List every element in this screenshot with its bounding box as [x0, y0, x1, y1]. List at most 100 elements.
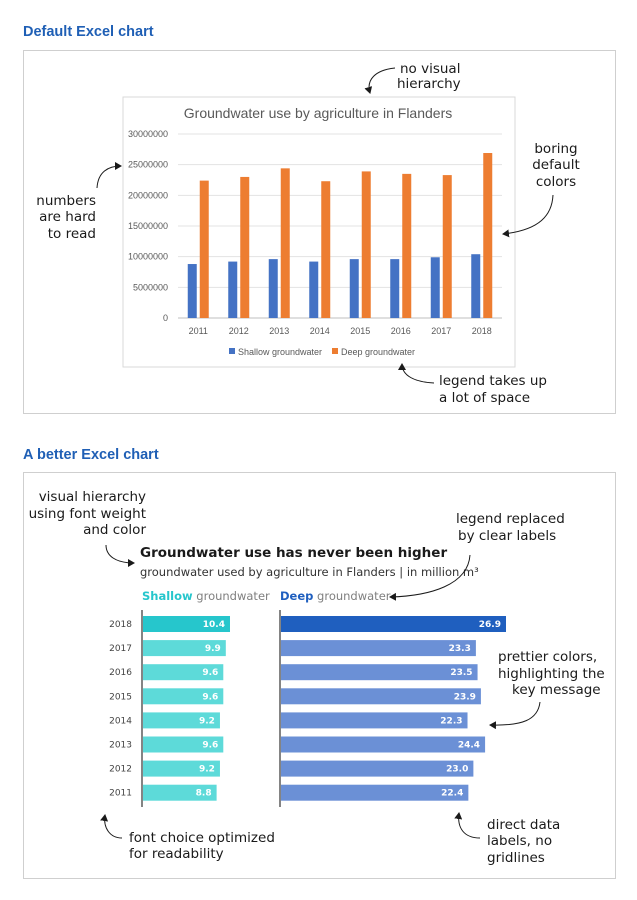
svg-text:no visual: no visual: [400, 61, 460, 77]
excel-bar-deep: [321, 181, 331, 318]
deep-bar: [281, 760, 474, 777]
excel-x-tick-label: 2015: [350, 326, 370, 336]
svg-text:visual hierarchy: visual hierarchy: [39, 489, 146, 505]
year-label: 2017: [109, 644, 132, 654]
excel-bar-deep: [199, 180, 209, 318]
shallow-value-label: 9.2: [199, 716, 215, 726]
excel-y-tick-label: 10000000: [128, 252, 168, 262]
arrow-hierarchy-font: [105, 544, 135, 567]
deep-bar: [281, 688, 481, 705]
arrow-legend-replaced: [389, 554, 471, 601]
excel-chart-title: Groundwater use by agriculture in Flande…: [184, 105, 452, 121]
bottom-section-heading: A better Excel chart: [23, 447, 159, 463]
svg-text:legend takes up: legend takes up: [439, 373, 547, 389]
annotation-hierarchy-font: visual hierarchy using font weight and c…: [29, 489, 147, 538]
annotation-legend-space: legend takes up a lot of space: [439, 373, 547, 406]
deep-value-label: 22.3: [440, 716, 462, 726]
legend-label-shallow: Shallow groundwater: [238, 347, 322, 357]
svg-text:prettier colors,: prettier colors,: [498, 649, 597, 665]
year-label: 2013: [109, 741, 132, 751]
excel-y-tick-label: 5000000: [133, 282, 168, 292]
shallow-bar: [143, 664, 224, 681]
excel-x-tick-label: 2012: [229, 326, 249, 336]
excel-x-tick-label: 2017: [431, 326, 451, 336]
svg-text:a lot of space: a lot of space: [439, 390, 530, 406]
svg-text:labels, no: labels, no: [487, 833, 552, 849]
deep-value-label: 23.0: [446, 765, 468, 775]
deep-bar: [281, 640, 476, 657]
excel-y-tick-label: 15000000: [128, 221, 168, 231]
legend-swatch-deep: [332, 348, 338, 354]
shallow-value-label: 9.9: [205, 644, 221, 654]
arrow-boring-colors: [502, 194, 554, 238]
deep-bar: [281, 664, 478, 681]
shallow-header: Shallow groundwater: [142, 589, 270, 603]
annotation-legend-replaced: legend replaced by clear labels: [456, 511, 565, 544]
svg-text:and color: and color: [83, 522, 146, 538]
svg-text:highlighting the: highlighting the: [498, 666, 605, 682]
annotation-direct-labels: direct data labels, no gridlines: [487, 817, 560, 866]
deep-value-label: 23.9: [454, 692, 476, 702]
shallow-bar: [143, 712, 220, 729]
shallow-bar: [143, 760, 220, 777]
svg-text:are hard: are hard: [39, 209, 96, 225]
arrow-hard-numbers: [96, 162, 122, 189]
annotation-prettier: prettier colors, highlighting the key me…: [498, 649, 605, 698]
svg-text:numbers: numbers: [36, 193, 96, 209]
deep-value-label: 26.9: [479, 620, 501, 630]
year-label: 2014: [109, 716, 132, 726]
shallow-bar: [143, 640, 226, 657]
svg-text:font choice optimized: font choice optimized: [129, 830, 275, 846]
annotation-font-choice: font choice optimized for readability: [129, 830, 275, 862]
better-chart-title: Groundwater use has never been higher: [140, 545, 447, 561]
svg-text:gridlines: gridlines: [487, 850, 545, 866]
excel-x-tick-label: 2016: [391, 326, 411, 336]
svg-text:legend replaced: legend replaced: [456, 511, 565, 527]
excel-bar-shallow: [309, 261, 319, 318]
shallow-value-label: 8.8: [196, 789, 212, 799]
deep-bar: [281, 736, 486, 753]
top-section-heading: Default Excel chart: [23, 24, 154, 40]
svg-text:hierarchy: hierarchy: [397, 76, 461, 92]
excel-y-tick-label: 25000000: [128, 160, 168, 170]
excel-bar-shallow: [390, 259, 400, 318]
excel-bar-shallow: [471, 254, 481, 318]
excel-y-tick-label: 20000000: [128, 190, 168, 200]
excel-bar-shallow: [349, 259, 359, 318]
excel-x-tick-label: 2013: [269, 326, 289, 336]
excel-x-tick-label: 2014: [310, 326, 330, 336]
excel-bar-shallow: [228, 261, 238, 318]
deep-value-label: 23.3: [449, 644, 471, 654]
svg-text:to read: to read: [48, 226, 96, 242]
arrow-prettier: [489, 701, 541, 730]
legend-label-deep: Deep groundwater: [341, 347, 415, 357]
excel-bar-shallow: [430, 257, 440, 318]
svg-text:colors: colors: [536, 174, 576, 190]
svg-text:direct data: direct data: [487, 817, 560, 833]
svg-text:boring: boring: [534, 141, 577, 157]
shallow-bar: [143, 616, 230, 632]
arrow-no-hierarchy: [364, 67, 396, 94]
excel-x-tick-label: 2011: [189, 326, 208, 336]
shallow-bar: [143, 688, 224, 705]
svg-text:for readability: for readability: [129, 846, 224, 862]
excel-x-tick-label: 2018: [472, 326, 492, 336]
shallow-value-label: 9.6: [202, 741, 218, 751]
arrow-direct-labels: [454, 812, 481, 839]
excel-bar-deep: [483, 153, 493, 318]
deep-header: Deep groundwater: [280, 589, 391, 603]
year-label: 2011: [109, 789, 132, 799]
year-label: 2015: [109, 692, 132, 702]
svg-text:using font weight: using font weight: [29, 506, 146, 522]
year-label: 2018: [109, 620, 132, 630]
shallow-value-label: 9.6: [202, 692, 218, 702]
annotation-no-hierarchy: no visual hierarchy: [397, 61, 461, 92]
legend-swatch-shallow: [229, 348, 235, 354]
excel-bar-deep: [240, 176, 250, 318]
excel-bar-shallow: [268, 259, 278, 318]
shallow-value-label: 9.2: [199, 765, 215, 775]
deep-bar: [281, 616, 506, 632]
excel-bar-deep: [361, 171, 371, 318]
arrow-legend-space: [398, 363, 435, 384]
